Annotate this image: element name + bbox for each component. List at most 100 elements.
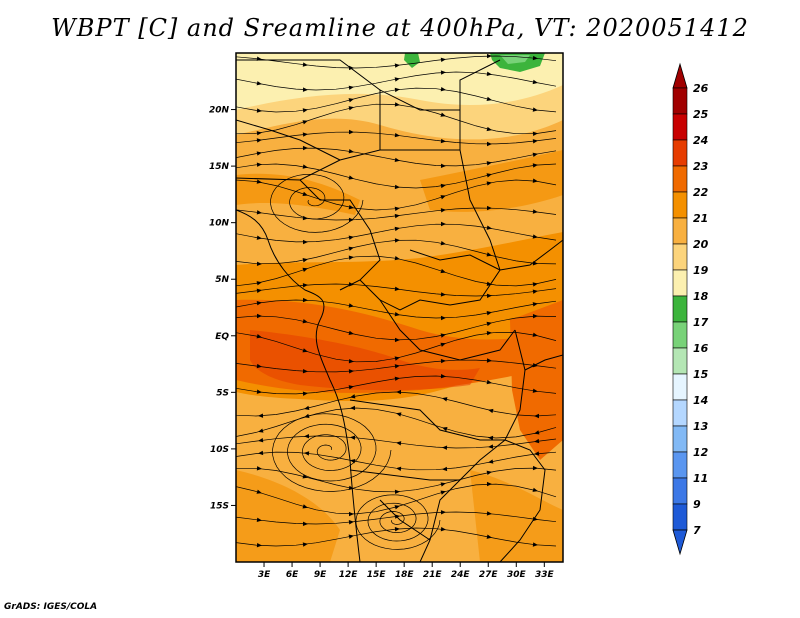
streamline [236, 55, 557, 69]
streamline-arrow [440, 86, 446, 92]
streamline-arrow [534, 413, 540, 419]
streamline-arrow [394, 184, 400, 190]
streamline-arrow [440, 195, 446, 200]
streamline-arrow [394, 63, 400, 68]
streamline-arrow [348, 129, 354, 135]
colorbar-label-26: 26 [693, 82, 709, 95]
streamline-arrow [486, 511, 492, 516]
streamline-arrow [488, 408, 494, 414]
colorbar-segment [672, 191, 688, 219]
latitude-axis: 20N 15N 10N 5N EQ 5S 10S 15S [209, 106, 236, 511]
chart-title: WBPT [C] and Sreamline at 400hPa, VT: 20… [51, 14, 749, 42]
streamline-arrow [348, 359, 354, 364]
streamline-arrow [256, 301, 262, 306]
streamline-arrow [394, 526, 400, 532]
streamlines [236, 53, 557, 550]
streamline [270, 173, 364, 233]
streamline-arrow [486, 252, 492, 257]
streamline-arrow [532, 487, 538, 492]
streamline-arrow [304, 405, 310, 410]
streamline-arrow [348, 255, 354, 260]
colorbar-label-23: 23 [693, 160, 709, 173]
longitude-axis: 3E 6E 9E 12E 15E 18E 21E 24E 27E 30E 33E [258, 562, 554, 580]
streamline-arrow [348, 534, 354, 539]
streamline-arrow [440, 315, 446, 321]
lat-label-EQ: EQ [215, 332, 229, 342]
colorbar-segment [672, 347, 688, 375]
streamline-arrow [532, 152, 538, 157]
streamline-arrow [440, 510, 446, 515]
colorbar-label-9: 9 [693, 498, 701, 511]
lon-label-27E: 27E [479, 570, 499, 580]
streamline [236, 467, 557, 493]
streamline-arrow [302, 368, 308, 374]
streamline-arrow [486, 534, 492, 539]
streamline-arrow [256, 288, 262, 293]
colorbar-segment [672, 477, 688, 505]
streamline-arrow [486, 53, 492, 59]
streamline-arrow [256, 489, 262, 494]
streamline-arrow [348, 303, 354, 308]
streamline-arrow [348, 369, 354, 374]
streamline-arrow [394, 213, 400, 219]
streamline-arrow [348, 385, 354, 390]
streamline-arrow [302, 258, 308, 263]
streamline-arrow [302, 145, 308, 151]
colorbar-segment [672, 243, 688, 271]
colorbar-label-11: 11 [693, 472, 708, 485]
colorbar-segment [672, 139, 688, 167]
streamline-arrow [486, 293, 492, 298]
colorbar-segment [672, 113, 688, 141]
streamline-arrow [302, 319, 308, 324]
streamline-arrow [394, 206, 400, 212]
streamline-arrow [486, 173, 492, 178]
streamline [236, 283, 557, 297]
streamline-arrow [486, 181, 492, 186]
colorbar-label-13: 13 [693, 420, 709, 433]
streamline-arrow [302, 267, 308, 272]
streamline-arrow [394, 87, 400, 93]
streamline-arrow [302, 297, 308, 303]
streamline-arrow [348, 175, 354, 180]
streamline-arrow [256, 334, 262, 339]
streamline [236, 391, 557, 417]
colorbar-label-7: 7 [693, 524, 701, 537]
streamline-arrow [440, 221, 446, 227]
streamline-arrow [348, 98, 354, 103]
streamline-arrow [440, 138, 446, 144]
streamline-arrow [488, 435, 494, 441]
colorbar-label-16: 16 [693, 342, 709, 355]
streamline-arrow [486, 161, 492, 166]
colorbar-segment [672, 321, 688, 349]
streamline-arrow [394, 337, 400, 343]
streamline-arrow [302, 542, 308, 547]
colorbar-bottom-arrow [672, 529, 688, 556]
streamline [236, 103, 557, 135]
streamline-arrow [302, 283, 308, 288]
streamline-arrow [350, 435, 356, 440]
streamline-arrow [532, 209, 538, 214]
streamline-arrow [394, 226, 400, 232]
streamline-arrow [440, 163, 446, 168]
streamline-arrow [488, 444, 494, 449]
streamline-arrow [440, 490, 446, 495]
colorbar-label-18: 18 [693, 290, 709, 303]
streamline-arrow [394, 132, 400, 138]
streamline [236, 179, 557, 211]
streamline-arrow [348, 85, 354, 90]
streamline-arrow [256, 389, 262, 394]
streamline [236, 207, 557, 221]
streamline-arrow [532, 107, 538, 112]
streamline-arrow [258, 413, 264, 418]
streamline-arrow [348, 235, 354, 240]
streamline-arrow [258, 438, 264, 443]
streamline-arrow [302, 132, 308, 137]
streamline-arrow [302, 120, 308, 125]
streamline-arrow [486, 379, 492, 385]
streamline [236, 435, 557, 449]
streamline-arrow [440, 208, 446, 213]
streamline [236, 359, 557, 373]
colorbar-label-19: 19 [693, 264, 709, 277]
streamline-arrow [442, 397, 448, 402]
streamline-arrow [256, 151, 262, 156]
